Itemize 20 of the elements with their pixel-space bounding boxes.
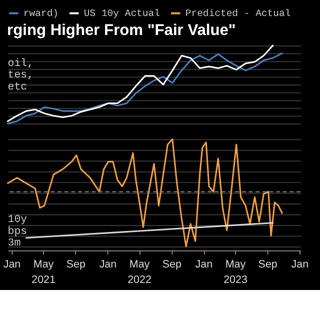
annotation: 3m <box>8 237 21 250</box>
legend-label: rward) <box>23 8 59 20</box>
x-tick-label: May 2023 <box>224 258 248 286</box>
x-tick-label: Sep <box>258 258 278 270</box>
chart-title: rging Higher From "Fair Value" <box>7 22 236 39</box>
annotation: etc <box>8 81 28 94</box>
annotation: 10y <box>8 214 28 226</box>
x-tick-label: Sep <box>66 258 86 270</box>
annotation: tes, <box>8 70 34 82</box>
annotation: bps <box>8 226 28 238</box>
annotation: oil, <box>8 58 34 70</box>
legend-label: Predicted - Actual <box>185 8 291 20</box>
x-tick-label: May 2021 <box>32 258 56 286</box>
x-tick-label: Jan <box>195 258 213 270</box>
x-tick-label: May 2022 <box>128 258 152 286</box>
legend-label: US 10y Actual <box>84 8 160 20</box>
x-tick-label: Jan <box>291 258 309 270</box>
x-tick-label: Jan <box>3 258 21 270</box>
x-tick-label: Jan <box>99 258 117 270</box>
x-tick-label: Sep <box>162 258 182 270</box>
